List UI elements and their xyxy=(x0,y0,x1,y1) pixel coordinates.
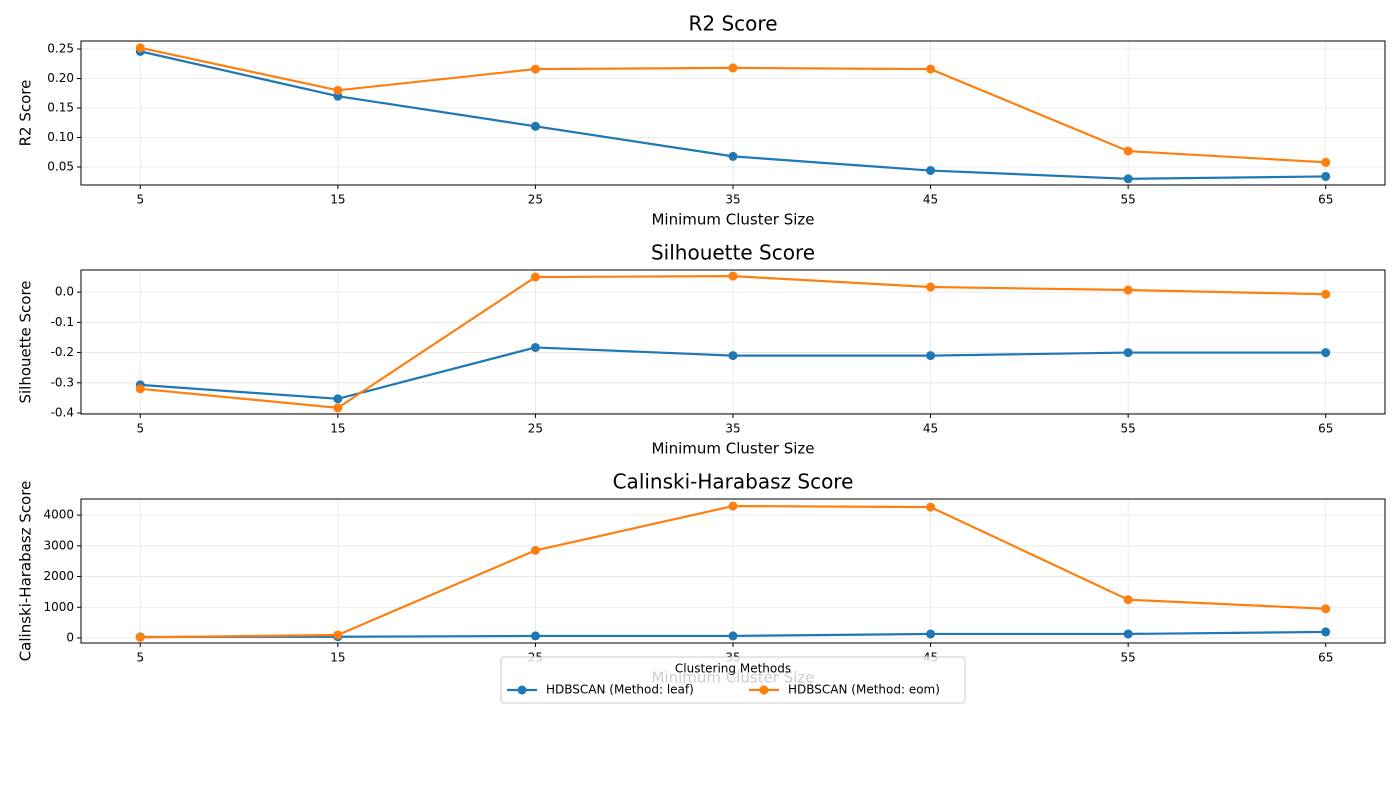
y-tick-label: -0.4 xyxy=(51,406,74,420)
data-point xyxy=(135,384,145,394)
x-tick-label: 65 xyxy=(1318,651,1333,665)
data-point xyxy=(926,166,936,176)
plot-frame xyxy=(80,269,1386,415)
y-tick-label: 0.15 xyxy=(47,101,74,115)
x-tick-label: 15 xyxy=(330,193,345,207)
y-tick-label: 0.0 xyxy=(55,285,74,299)
chart-title: Calinski-Harabasz Score xyxy=(613,470,854,494)
data-point xyxy=(333,394,343,404)
x-tick-label: 5 xyxy=(136,651,144,665)
x-tick-label: 15 xyxy=(330,651,345,665)
y-axis-label: Silhouette Score xyxy=(17,280,35,403)
data-point xyxy=(926,64,936,74)
data-point xyxy=(728,151,738,161)
data-point xyxy=(135,632,145,642)
legend-label: HDBSCAN (Method: leaf) xyxy=(546,683,694,697)
data-point xyxy=(1123,629,1133,639)
chart-title: R2 Score xyxy=(689,12,778,36)
chart-title: Silhouette Score xyxy=(651,241,815,265)
x-tick-label: 55 xyxy=(1121,422,1136,436)
legend-marker xyxy=(517,685,527,695)
legend-box xyxy=(500,656,966,704)
data-point xyxy=(926,502,936,512)
legend-marker xyxy=(759,685,769,695)
data-point xyxy=(728,501,738,511)
x-tick-label: 25 xyxy=(528,422,543,436)
y-tick-label: 0.10 xyxy=(47,130,74,144)
x-tick-label: 35 xyxy=(725,193,740,207)
legend-title: Clustering Methods xyxy=(675,662,791,676)
y-tick-label: -0.1 xyxy=(51,315,74,329)
y-tick-label: 0.25 xyxy=(47,42,74,56)
x-tick-label: 65 xyxy=(1318,193,1333,207)
plot-frame xyxy=(80,40,1386,186)
data-point xyxy=(1321,171,1331,181)
x-tick-label: 65 xyxy=(1318,422,1333,436)
y-axis-label: Calinski-Harabasz Score xyxy=(17,481,35,662)
data-point xyxy=(1321,289,1331,299)
y-tick-label: 0.20 xyxy=(47,71,74,85)
data-point xyxy=(1123,174,1133,184)
data-point xyxy=(728,351,738,361)
y-tick-label: 0.05 xyxy=(47,160,74,174)
data-point xyxy=(728,271,738,281)
data-point xyxy=(728,631,738,641)
data-point xyxy=(1321,348,1331,358)
legend-label: HDBSCAN (Method: eom) xyxy=(788,683,940,697)
data-point xyxy=(135,43,145,53)
data-point xyxy=(1123,595,1133,605)
x-tick-label: 25 xyxy=(528,193,543,207)
data-point xyxy=(1321,604,1331,614)
data-point xyxy=(530,545,540,555)
data-point xyxy=(926,282,936,292)
x-tick-label: 5 xyxy=(136,193,144,207)
x-axis-label: Minimum Cluster Size xyxy=(651,211,814,229)
data-point xyxy=(530,342,540,352)
x-tick-label: 45 xyxy=(923,193,938,207)
data-point xyxy=(926,629,936,639)
x-tick-label: 55 xyxy=(1121,193,1136,207)
y-tick-label: 3000 xyxy=(43,538,74,552)
y-axis-label: R2 Score xyxy=(17,80,35,147)
data-point xyxy=(1123,285,1133,295)
x-tick-label: 5 xyxy=(136,422,144,436)
y-tick-label: 4000 xyxy=(43,508,74,522)
data-point xyxy=(1123,348,1133,358)
data-point xyxy=(530,272,540,282)
data-point xyxy=(1123,146,1133,156)
y-tick-label: 1000 xyxy=(43,600,74,614)
data-point xyxy=(530,121,540,131)
x-tick-label: 45 xyxy=(923,422,938,436)
y-tick-label: -0.3 xyxy=(51,375,74,389)
y-tick-label: -0.2 xyxy=(51,345,74,359)
x-tick-label: 55 xyxy=(1121,651,1136,665)
data-point xyxy=(1321,157,1331,167)
data-point xyxy=(333,85,343,95)
data-point xyxy=(530,631,540,641)
plot-frame xyxy=(80,498,1386,644)
x-axis-label: Minimum Cluster Size xyxy=(651,440,814,458)
data-point xyxy=(333,403,343,413)
data-point xyxy=(1321,627,1331,637)
y-tick-label: 0 xyxy=(66,630,74,644)
data-point xyxy=(926,351,936,361)
data-point xyxy=(728,63,738,73)
data-point xyxy=(333,630,343,640)
x-tick-label: 15 xyxy=(330,422,345,436)
data-point xyxy=(530,64,540,74)
x-tick-label: 35 xyxy=(725,422,740,436)
y-tick-label: 2000 xyxy=(43,569,74,583)
